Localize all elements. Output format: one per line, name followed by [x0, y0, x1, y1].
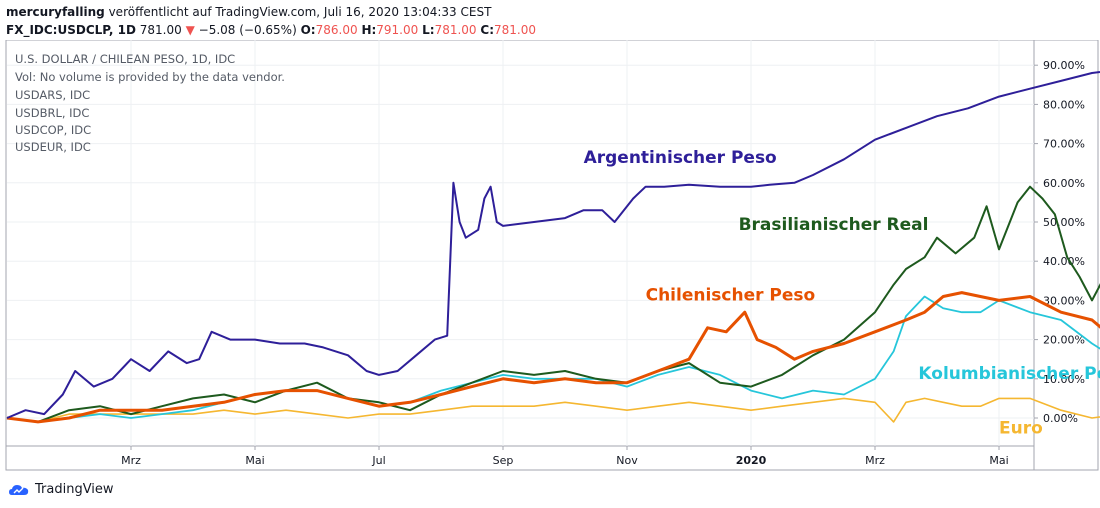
- x-tick-label: Mrz: [121, 454, 141, 467]
- y-tick-label: 30.00%: [1043, 294, 1085, 307]
- low-label: L:: [422, 23, 435, 37]
- symbol-info: FX_IDC:USDCLP, 1D 781.00 ▼ −5.08 (−0.65%…: [6, 22, 536, 38]
- chart-main-title: U.S. DOLLAR / CHILEAN PESO, 1D, IDC: [15, 52, 235, 66]
- y-tick-label: 60.00%: [1043, 177, 1085, 190]
- annotation-cop: Kolumbianischer Peso: [918, 364, 1100, 384]
- x-tick-label: Mrz: [865, 454, 885, 467]
- x-tick-label: 2020: [736, 454, 767, 467]
- series-lines[interactable]: [6, 63, 1100, 424]
- y-tick-label: 10.00%: [1043, 373, 1085, 386]
- open-label: O:: [300, 23, 316, 37]
- x-tick-label: Sep: [493, 454, 514, 467]
- last-price: 781.00: [139, 23, 182, 37]
- x-tick-label: Nov: [616, 454, 638, 467]
- series-line-brl[interactable]: [6, 185, 1100, 423]
- publish-text: veröffentlicht auf TradingView.com, Juli…: [108, 5, 492, 19]
- x-tick-label: Mai: [989, 454, 1008, 467]
- tradingview-logo-icon: [9, 484, 29, 495]
- chart-overlay: U.S. DOLLAR / CHILEAN PESO, 1D, IDC Vol:…: [15, 52, 285, 154]
- chart-frame: [5, 40, 1099, 471]
- compare-symbol-brl: USDBRL, IDC: [15, 106, 89, 120]
- footer-brand[interactable]: TradingView: [8, 482, 114, 497]
- high-label: H:: [361, 23, 377, 37]
- open-value: 786.00: [315, 23, 358, 37]
- axis-ticks: 0.00% 10.00% 20.00% 30.00% 40.00% 50.00% 60.00…: [121, 59, 1085, 467]
- y-tick-label: 80.00%: [1043, 98, 1085, 111]
- price-change: −5.08 (−0.65%): [198, 23, 297, 37]
- change-down-icon: ▼: [185, 23, 195, 37]
- series-line-clp[interactable]: [6, 291, 1100, 424]
- low-value: 781.00: [434, 23, 477, 37]
- annotation-brl: Brasilianischer Real: [739, 215, 929, 235]
- annotation-eur: Euro: [999, 419, 1043, 439]
- high-value: 791.00: [376, 23, 419, 37]
- brand-name: TradingView: [35, 482, 114, 497]
- publish-info: mercuryfalling veröffentlicht auf Tradin…: [6, 4, 491, 20]
- series-line-ars[interactable]: [6, 63, 1100, 419]
- close-value: 781.00: [494, 23, 536, 37]
- volume-note: Vol: No volume is provided by the data v…: [15, 70, 285, 84]
- compare-symbol-eur: USDEUR, IDC: [15, 140, 91, 154]
- x-tick-label: Mai: [245, 454, 264, 467]
- y-tick-label: 50.00%: [1043, 216, 1085, 229]
- y-tick-label: 90.00%: [1043, 59, 1085, 72]
- price-chart[interactable]: 0.00% 10.00% 20.00% 30.00% 40.00% 50.00% 60.00…: [0, 40, 1100, 480]
- symbol-label: FX_IDC:USDCLP, 1D: [6, 23, 136, 37]
- y-tick-label: 40.00%: [1043, 255, 1085, 268]
- y-tick-label: 0.00%: [1043, 412, 1078, 425]
- author-name[interactable]: mercuryfalling: [6, 5, 105, 19]
- series-line-eur[interactable]: [6, 397, 1100, 423]
- series-annotations: Argentinischer Peso Brasilianischer Real C…: [584, 148, 1100, 438]
- close-label: C:: [480, 23, 494, 37]
- compare-symbol-cop: USDCOP, IDC: [15, 123, 91, 137]
- annotation-clp: Chilenischer Peso: [646, 285, 816, 305]
- x-tick-label: Jul: [371, 454, 385, 467]
- compare-symbol-ars: USDARS, IDC: [15, 88, 90, 102]
- y-tick-label: 20.00%: [1043, 334, 1085, 347]
- annotation-ars: Argentinischer Peso: [584, 148, 777, 168]
- y-tick-label: 70.00%: [1043, 138, 1085, 151]
